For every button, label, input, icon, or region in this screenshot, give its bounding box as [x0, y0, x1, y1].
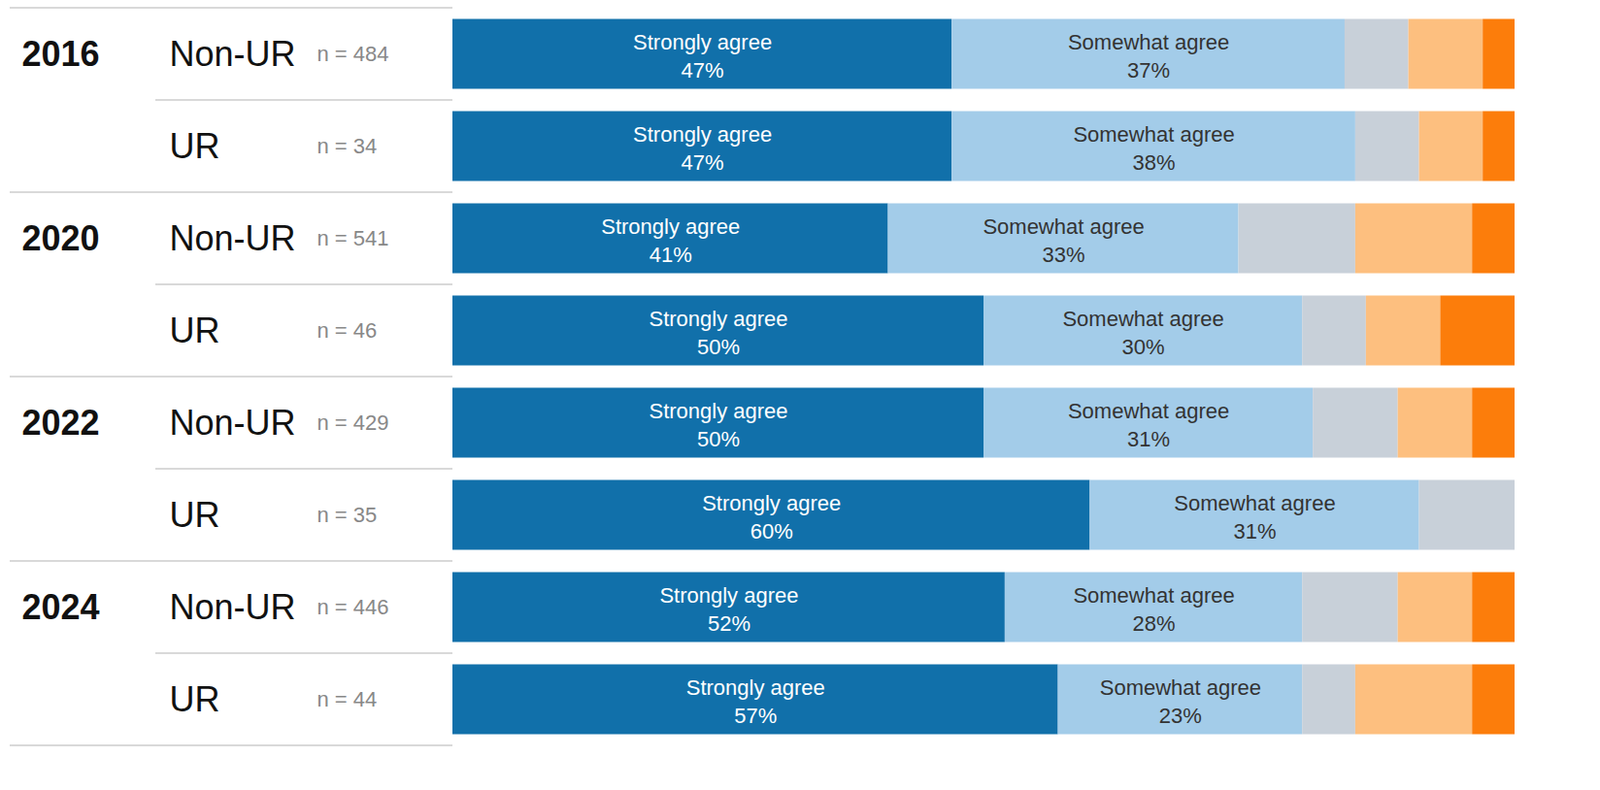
svg-text:Strongly agree52%: Strongly agree52% [659, 583, 799, 637]
svg-text:n = 446: n = 446 [317, 595, 390, 620]
svg-text:Strongly agree41%: Strongly agree41% [600, 214, 740, 268]
svg-text:Somewhat agree28%: Somewhat agree28% [1072, 583, 1234, 637]
svg-text:Strongly agree50%: Strongly agree50% [648, 306, 788, 361]
svg-text:Non-UR: Non-UR [169, 33, 297, 74]
svg-text:Strongly agree47%: Strongly agree47% [633, 30, 772, 84]
svg-text:Non-UR: Non-UR [169, 218, 297, 259]
svg-text:Somewhat agree37%: Somewhat agree37% [1067, 30, 1230, 84]
svg-text:2022: 2022 [22, 402, 100, 443]
svg-text:n = 46: n = 46 [317, 318, 378, 343]
svg-text:n = 34: n = 34 [317, 133, 378, 159]
svg-text:Somewhat agree23%: Somewhat agree23% [1100, 675, 1262, 730]
svg-text:Strongly agree50%: Strongly agree50% [648, 399, 788, 453]
svg-text:2024: 2024 [22, 587, 100, 628]
svg-text:UR: UR [169, 495, 221, 535]
svg-text:2020: 2020 [22, 218, 100, 259]
svg-text:n = 541: n = 541 [317, 226, 390, 251]
svg-text:n = 35: n = 35 [317, 502, 378, 528]
svg-text:Non-UR: Non-UR [169, 402, 297, 443]
svg-text:n = 484: n = 484 [317, 41, 390, 67]
svg-text:n = 44: n = 44 [317, 687, 378, 712]
svg-text:Somewhat agree33%: Somewhat agree33% [982, 214, 1144, 268]
svg-text:UR: UR [169, 679, 221, 720]
svg-text:Strongly agree60%: Strongly agree60% [701, 491, 841, 545]
svg-text:Somewhat agree31%: Somewhat agree31% [1067, 399, 1230, 453]
svg-text:UR: UR [169, 126, 221, 167]
svg-text:Somewhat agree38%: Somewhat agree38% [1072, 122, 1234, 176]
svg-text:Somewhat agree30%: Somewhat agree30% [1062, 306, 1224, 361]
svg-text:Strongly agree47%: Strongly agree47% [633, 122, 772, 176]
svg-text:UR: UR [169, 310, 221, 351]
svg-text:2016: 2016 [22, 33, 100, 74]
svg-text:Non-UR: Non-UR [169, 587, 297, 628]
svg-text:Somewhat agree31%: Somewhat agree31% [1173, 491, 1335, 545]
svg-text:Strongly agree57%: Strongly agree57% [686, 675, 826, 730]
svg-text:n = 429: n = 429 [317, 410, 390, 435]
